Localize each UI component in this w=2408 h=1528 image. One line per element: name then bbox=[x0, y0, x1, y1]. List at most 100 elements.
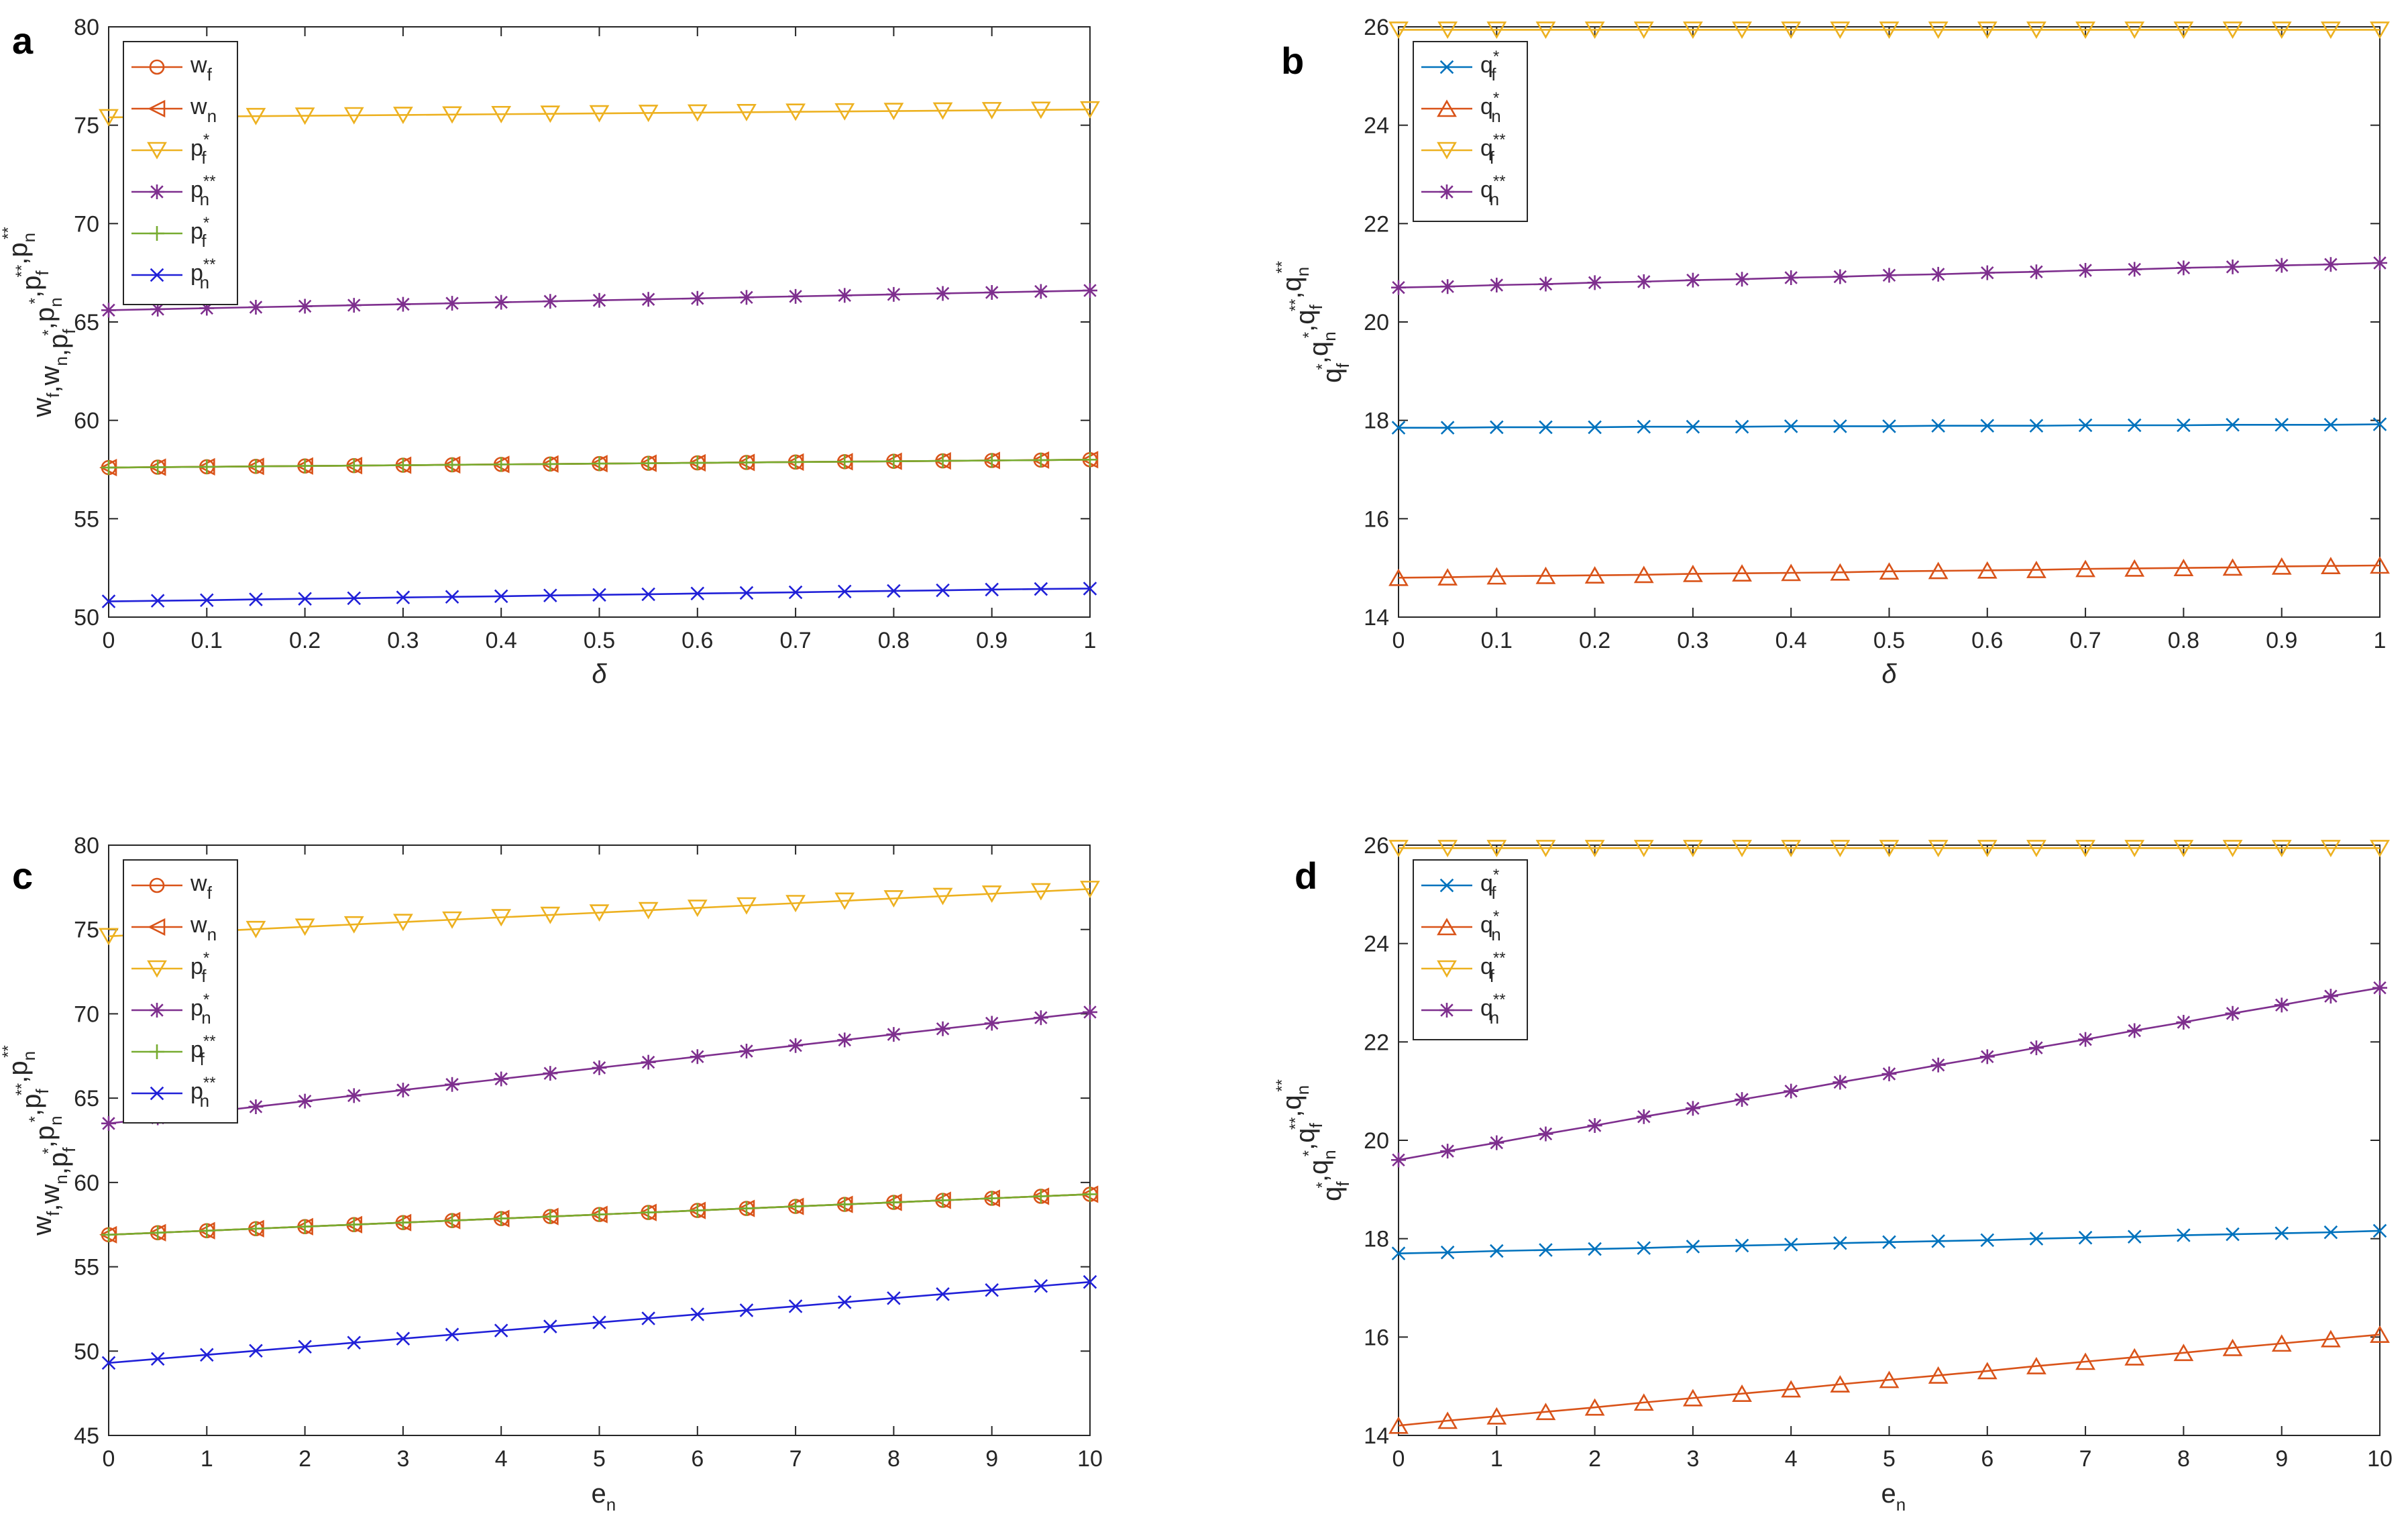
data-point bbox=[2222, 840, 2243, 858]
y-axis-label-part: q bbox=[1304, 341, 1333, 356]
x-tick-label: 0.4 bbox=[1775, 628, 1807, 653]
data-point bbox=[543, 588, 557, 603]
data-point bbox=[641, 455, 656, 471]
data-point bbox=[346, 458, 362, 474]
data-point bbox=[2026, 21, 2046, 40]
data-point bbox=[1535, 566, 1556, 584]
x-axis-label: δ bbox=[592, 659, 607, 689]
data-point bbox=[1980, 1233, 1995, 1248]
data-point bbox=[1637, 419, 1651, 434]
y-tick-label: 22 bbox=[1364, 211, 1389, 237]
x-tick-label: 2 bbox=[1588, 1446, 1601, 1472]
y-axis-label-sub: n bbox=[46, 297, 66, 307]
data-point bbox=[199, 301, 215, 316]
y-axis-label-part: p bbox=[30, 1126, 60, 1140]
x-tick-label: 0.6 bbox=[1971, 628, 2003, 653]
data-point bbox=[248, 1099, 264, 1114]
data-point bbox=[2372, 1223, 2387, 1238]
x-tick-label: 0.2 bbox=[1579, 628, 1610, 653]
y-axis-label-part: q bbox=[1317, 1187, 1347, 1201]
data-point bbox=[442, 911, 462, 929]
y-tick-label: 26 bbox=[1364, 15, 1389, 40]
x-tick-label: 1 bbox=[1490, 1446, 1503, 1472]
data-point bbox=[494, 589, 508, 604]
legend-marker bbox=[149, 59, 165, 75]
data-point bbox=[395, 1083, 411, 1098]
data-point bbox=[690, 1203, 705, 1218]
y-axis-label-part: w bbox=[36, 366, 65, 386]
data-point bbox=[2075, 1352, 2095, 1370]
y-axis-label: wf,wn,pf*,pn*,pf**,pn** bbox=[0, 227, 79, 418]
x-tick-label: 9 bbox=[985, 1446, 998, 1472]
data-point bbox=[1637, 1241, 1651, 1255]
data-point bbox=[445, 296, 460, 311]
legend-label-sub: f bbox=[201, 966, 207, 986]
data-point bbox=[1881, 1067, 1897, 1081]
data-point bbox=[150, 301, 166, 317]
data-point bbox=[494, 1071, 509, 1087]
y-tick-label: 24 bbox=[1364, 113, 1389, 139]
data-point bbox=[936, 583, 950, 598]
data-point bbox=[297, 298, 313, 314]
data-point bbox=[199, 1223, 215, 1238]
data-point bbox=[687, 899, 708, 918]
data-point bbox=[543, 1209, 558, 1224]
y-axis-label-sub: f bbox=[1333, 1181, 1353, 1187]
data-point bbox=[200, 593, 214, 608]
y-tick-label: 16 bbox=[1364, 1325, 1389, 1350]
legend-label-sub: f bbox=[200, 1049, 205, 1069]
x-tick-label: 0 bbox=[103, 628, 115, 653]
data-point bbox=[1539, 1243, 1553, 1257]
x-tick-label: 9 bbox=[2275, 1446, 2288, 1472]
data-point bbox=[297, 1219, 313, 1234]
data-point bbox=[442, 106, 462, 124]
panel-letter: a bbox=[12, 19, 34, 62]
data-point bbox=[589, 105, 610, 123]
legend-label: p* f bbox=[190, 131, 209, 168]
y-axis-label-sup: * bbox=[1300, 332, 1318, 338]
data-point bbox=[883, 890, 904, 908]
legend-label-sup: ** bbox=[1493, 949, 1506, 967]
data-point bbox=[1636, 1109, 1651, 1124]
data-point bbox=[2323, 417, 2338, 432]
data-point bbox=[1633, 21, 1654, 40]
data-point bbox=[1928, 1366, 1949, 1384]
legend-label-sub: f bbox=[1491, 64, 1496, 85]
data-point bbox=[2173, 1344, 2194, 1362]
legend-label-sup: * bbox=[1493, 908, 1499, 926]
legend-label: p* f bbox=[190, 949, 209, 986]
legend-item: p** n bbox=[131, 172, 216, 209]
x-tick-label: 6 bbox=[1981, 1446, 1993, 1472]
data-point bbox=[1928, 840, 1949, 858]
y-tick-label: 20 bbox=[1364, 1128, 1389, 1154]
data-point bbox=[1683, 564, 1703, 582]
data-point bbox=[343, 107, 364, 125]
legend-item: q* n bbox=[1421, 908, 1501, 944]
data-point bbox=[1486, 21, 1507, 40]
data-point bbox=[738, 1201, 754, 1216]
y-tick-label: 55 bbox=[74, 506, 99, 532]
data-point bbox=[1784, 1083, 1799, 1099]
x-tick-label: 0.4 bbox=[486, 628, 517, 653]
data-point bbox=[2124, 1348, 2145, 1366]
series-3 bbox=[1391, 980, 2387, 1168]
data-point bbox=[1879, 562, 1900, 580]
data-point bbox=[1931, 419, 1945, 433]
data-point bbox=[2124, 559, 2145, 577]
legend-label-sub: f bbox=[201, 231, 207, 251]
data-point bbox=[347, 591, 362, 606]
series-3 bbox=[1391, 256, 2387, 295]
data-point bbox=[2372, 980, 2387, 995]
data-point bbox=[1977, 840, 1997, 858]
data-point bbox=[984, 285, 999, 300]
y-tick-label: 70 bbox=[74, 1001, 99, 1027]
data-point bbox=[540, 906, 561, 924]
data-point bbox=[150, 1352, 165, 1366]
legend-label: q** n bbox=[1480, 991, 1506, 1028]
legend-label-base: p bbox=[190, 1037, 203, 1062]
data-point bbox=[1437, 1411, 1458, 1429]
data-point bbox=[101, 1115, 116, 1131]
legend-marker bbox=[150, 226, 164, 241]
x-tick-label: 4 bbox=[1785, 1446, 1798, 1472]
data-point bbox=[788, 1038, 804, 1053]
